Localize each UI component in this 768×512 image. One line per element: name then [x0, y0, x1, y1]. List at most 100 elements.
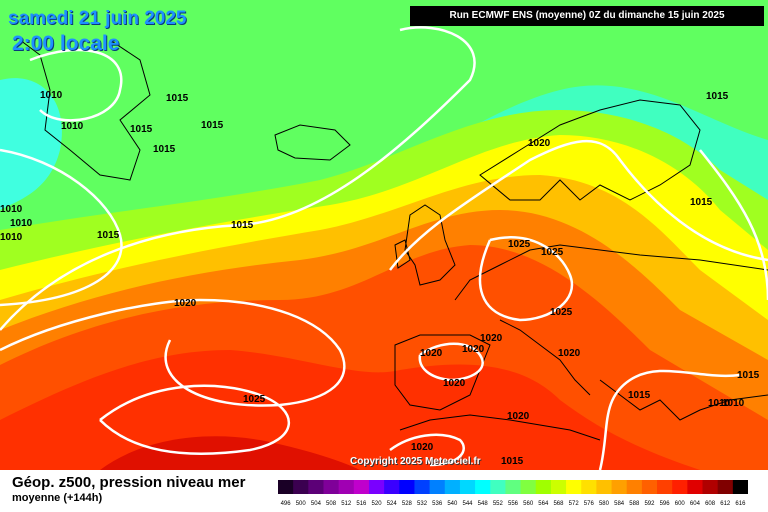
legend-swatch: [732, 480, 748, 494]
legend-value: 604: [690, 501, 701, 507]
legend-value: 612: [720, 501, 731, 507]
legend-swatch: [293, 480, 309, 494]
legend-value: 564: [538, 501, 549, 507]
isobar-label: 1015: [690, 197, 713, 208]
isobar-label: 1020: [507, 411, 530, 422]
legend-swatch: [657, 480, 673, 494]
legend-value: 572: [569, 501, 580, 507]
isobar-label: 1020: [420, 348, 443, 359]
isobar-label: 1020: [462, 344, 485, 355]
legend-swatch: [505, 480, 522, 494]
isobar-label: 1015: [231, 220, 254, 231]
isobar-1010-left: [0, 148, 123, 307]
legend-swatch: [429, 480, 446, 494]
isobar-1015-se: [598, 369, 741, 470]
isobar-1015-arc: [0, 26, 476, 331]
legend-value: 496: [281, 501, 292, 507]
legend-swatch: [278, 480, 294, 494]
isobar-1025-europe: [478, 236, 574, 322]
isobar-label: 1015: [97, 230, 120, 241]
iceland-coast: [274, 124, 351, 161]
isobar-label: 1020: [443, 378, 466, 389]
legend-swatch: [641, 480, 658, 494]
isobar-label: 1015: [201, 120, 224, 131]
legend-swatch: [368, 480, 385, 494]
isobar-1025-azores: [99, 384, 290, 455]
legend-value: 556: [508, 501, 519, 507]
isobar-label: 1010: [708, 398, 731, 409]
legend-swatch: [490, 480, 506, 494]
legend-value: 536: [432, 501, 443, 507]
isobar-label: 1010: [0, 232, 23, 243]
isobar-label: 1025: [508, 239, 531, 250]
isobar-label: 1015: [153, 144, 176, 155]
isobar-label: 1025: [550, 307, 573, 318]
isobar-label: 1015: [706, 91, 729, 102]
legend-swatch: [626, 480, 643, 494]
legend-value: 548: [478, 501, 489, 507]
legend-value: 532: [417, 501, 428, 507]
legend-swatch: [338, 480, 355, 494]
field-green: [0, 0, 768, 260]
map-caption-title: Géop. z500, pression niveau mer: [12, 474, 246, 491]
iberia-coast: [394, 334, 491, 411]
color-scale-legend: 496 500 504 508 512 516 520 524 528 532 536 540 544 5…: [278, 480, 748, 507]
legend-value: 520: [372, 501, 383, 507]
isobar-label: 1010: [0, 204, 23, 215]
isobar-1015-east: [699, 149, 768, 301]
legend-swatch: [459, 480, 476, 494]
legend-swatch: [550, 480, 567, 494]
legend-value: 508: [326, 501, 337, 507]
isobar-label: 1015: [737, 370, 760, 381]
legend-swatch: [323, 480, 340, 494]
legend-swatch: [353, 480, 370, 494]
scandinavia-coast: [479, 99, 701, 201]
legend-swatch: [475, 480, 491, 494]
isobar-1015-north: [29, 48, 123, 122]
isobar-label: 1025: [243, 394, 266, 405]
north-africa-coast: [399, 414, 601, 441]
isobars: [0, 26, 768, 470]
run-info-banner: Run ECMWF ENS (moyenne) 0Z du dimanche 1…: [410, 6, 764, 26]
legend-value: 504: [311, 501, 322, 507]
legend-value: 540: [447, 501, 458, 507]
legend-swatch: [702, 480, 719, 494]
isobar-label: 1015: [628, 390, 651, 401]
isobar-label: 1015: [130, 124, 153, 135]
legend-swatch: [611, 480, 628, 494]
isobar-label: 1020: [174, 298, 197, 309]
legend-swatch: [717, 480, 734, 494]
isobar-label: 1010: [10, 218, 33, 229]
isobar-1020-atlantic: [0, 298, 346, 407]
legend-value: 560: [523, 501, 534, 507]
map-canvas: 1010 1015 1010 1015 1015 1015 1015 1010 …: [0, 0, 768, 470]
field-cyan-nw: [0, 78, 62, 210]
map-caption-subtitle: moyenne (+144h): [12, 492, 103, 504]
isobar-label: 1015: [166, 93, 189, 104]
legend-value: 528: [402, 501, 413, 507]
legend-swatch: [308, 480, 324, 494]
legend-swatch: [520, 480, 537, 494]
legend-swatch: [384, 480, 400, 494]
isobar-label: 1010: [722, 398, 745, 409]
legend-swatch: [687, 480, 704, 494]
legend-value: 608: [705, 501, 716, 507]
legend-swatch: [399, 480, 415, 494]
legend-value: 592: [644, 501, 655, 507]
forecast-date-title: samedi 21 juin 2025: [8, 8, 187, 29]
legend-value: 544: [463, 501, 474, 507]
legend-value: 584: [614, 501, 625, 507]
legend-value: 600: [675, 501, 686, 507]
isobar-label: 1020: [528, 138, 551, 149]
legend-swatch: [581, 480, 597, 494]
isobar-label: 1010: [40, 90, 63, 101]
isobar-1020-med: [418, 342, 484, 382]
legend-swatch: [444, 480, 461, 494]
legend-swatch: [414, 480, 431, 494]
isobar-label: 1020: [411, 442, 434, 453]
legend-swatch: [566, 480, 582, 494]
legend-value: 516: [356, 501, 367, 507]
isobar-1020-europe: [389, 139, 768, 271]
isobar-label: 1010: [61, 121, 84, 132]
